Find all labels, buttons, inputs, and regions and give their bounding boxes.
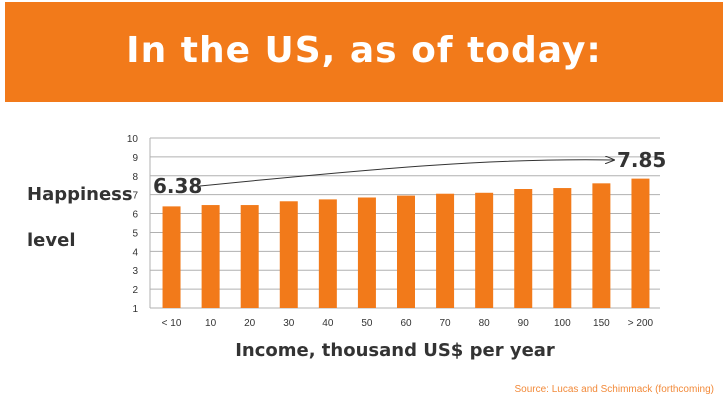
y-axis-label-line2: level — [27, 230, 76, 251]
y-tick-label: 4 — [132, 247, 138, 258]
x-tick-label: 50 — [361, 318, 373, 329]
end-value-label: 7.85 — [617, 148, 666, 172]
x-tick-label: > 200 — [628, 318, 654, 329]
bar — [201, 205, 220, 308]
x-tick-label: 70 — [440, 318, 452, 329]
bar — [514, 189, 533, 308]
bar — [436, 193, 455, 308]
bar — [162, 206, 181, 308]
y-tick-label: 10 — [127, 134, 139, 145]
y-tick-label: 3 — [132, 266, 138, 277]
x-tick-label: 80 — [479, 318, 491, 329]
y-tick-label: 6 — [132, 210, 138, 221]
page-title: In the US, as of today: — [126, 30, 602, 71]
source-note: Source: Lucas and Schimmack (forthcoming… — [514, 384, 714, 395]
y-tick-label: 8 — [132, 172, 138, 183]
x-tick-label: 40 — [322, 318, 334, 329]
bar — [553, 188, 572, 308]
trend-arrow — [199, 160, 614, 187]
bar — [592, 183, 611, 308]
x-tick-label: 60 — [400, 318, 412, 329]
bar — [631, 178, 650, 308]
x-tick-label: 10 — [205, 318, 217, 329]
x-tick-label: 30 — [283, 318, 295, 329]
x-tick-label: 90 — [518, 318, 530, 329]
bar — [475, 192, 494, 308]
title-banner: In the US, as of today: — [5, 2, 723, 102]
y-tick-label: 9 — [132, 153, 138, 164]
x-tick-label: 150 — [593, 318, 610, 329]
x-tick-label: 100 — [554, 318, 571, 329]
bar — [240, 205, 259, 308]
start-value-label: 6.38 — [153, 174, 202, 198]
y-tick-label: 7 — [132, 191, 138, 202]
bar — [279, 201, 298, 308]
x-tick-label: < 10 — [162, 318, 182, 329]
x-axis-label: Income, thousand US$ per year — [235, 340, 555, 361]
x-tick-label: 20 — [244, 318, 256, 329]
bar — [318, 199, 337, 308]
y-axis-label-line1: Happiness — [27, 184, 133, 205]
y-tick-label: 1 — [132, 304, 138, 315]
y-tick-label: 2 — [132, 285, 138, 296]
bar — [397, 195, 415, 308]
bar — [357, 197, 376, 308]
y-tick-label: 5 — [132, 228, 138, 239]
